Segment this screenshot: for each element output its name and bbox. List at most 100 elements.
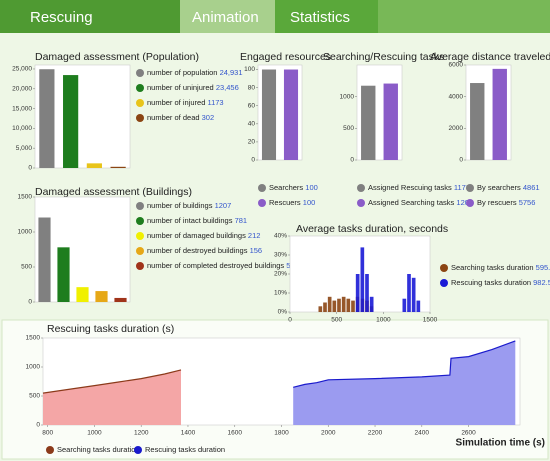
x-tick-label: 1000 [87, 430, 102, 437]
line [42, 369, 182, 394]
x-tick-label: 2000 [321, 430, 336, 437]
legend-text: Assigned Rescuing tasks [368, 183, 452, 192]
y-tick-label: 2000 [449, 125, 464, 132]
legend-text: 1207 [456, 198, 473, 207]
bar [95, 291, 108, 302]
area-fill [293, 340, 516, 425]
tab-rescuing[interactable] [0, 0, 180, 33]
y-tick-label: 1500 [26, 335, 41, 342]
legend-text: number of injured [147, 98, 205, 107]
y-tick-label: 4000 [449, 93, 464, 100]
bar [38, 217, 51, 302]
y-tick-label: 1500 [18, 194, 33, 201]
legend-text: 5756 [519, 198, 536, 207]
y-tick-label: 25,000 [12, 66, 32, 73]
legend-marker [136, 247, 144, 255]
legend-label: number of dead 302 [147, 113, 214, 122]
legend-label: number of buildings 1207 [147, 201, 231, 210]
y-tick-label: 10,000 [12, 125, 32, 132]
tab-bar [378, 0, 550, 33]
chart-title: Damaged assessment (Buildings) [35, 186, 192, 198]
bar [57, 247, 70, 302]
legend-label: number of population 24,931 [147, 68, 243, 77]
bar [361, 85, 376, 160]
histogram-bar [332, 300, 337, 312]
histogram-bar [402, 298, 407, 312]
legend-text: By searchers [477, 183, 521, 192]
legend-marker [136, 114, 144, 122]
legend-text: number of population [147, 68, 217, 77]
legend-label: By searchers 4861 [477, 183, 540, 192]
legend-text: number of dead [147, 113, 200, 122]
area-fill [43, 369, 181, 425]
legend-marker [136, 217, 144, 225]
histogram-bar [407, 274, 411, 312]
legend-label: Searchers 100 [269, 183, 318, 192]
legend-marker [357, 184, 365, 192]
x-tick-label: 0 [288, 317, 292, 324]
legend-label: number of injured 1173 [147, 98, 224, 107]
legend-marker [46, 446, 54, 454]
legend-text: 100 [305, 183, 318, 192]
y-tick-label: 0% [278, 309, 288, 316]
tab-statistics[interactable] [275, 0, 378, 33]
legend-label: Searching tasks duration [57, 445, 140, 454]
x-axis-label: Simulation time (s) [456, 438, 545, 449]
legend-label: Rescuing tasks duration 982.55 [451, 278, 550, 287]
y-tick-label: 0 [28, 165, 32, 172]
legend-marker [134, 446, 142, 454]
legend-text: 100 [303, 198, 316, 207]
legend-label: number of intact buildings 781 [147, 216, 247, 225]
legend-label: number of uninjured 23,456 [147, 83, 239, 92]
bar [114, 297, 127, 302]
legend-text: 982.55 [533, 278, 550, 287]
bar [283, 69, 299, 160]
histogram-bar [318, 306, 323, 312]
y-tick-label: 40% [274, 233, 287, 240]
legend-text: number of buildings [147, 201, 213, 210]
x-tick-label: 1600 [228, 430, 243, 437]
legend-marker [466, 184, 474, 192]
plot-area [34, 196, 131, 303]
legend-text: number of damaged buildings [147, 231, 246, 240]
legend-marker [466, 199, 474, 207]
legend-marker [136, 202, 144, 210]
legend-text: 1173 [207, 98, 223, 107]
tab-label[interactable]: Animation [192, 9, 259, 26]
legend-label: number of completed destroyed buildings … [147, 261, 295, 270]
bar [261, 69, 277, 160]
y-tick-label: 0 [350, 157, 354, 164]
legend-text: Assigned Searching tasks [368, 198, 455, 207]
chart-title: Average distance traveled, m [430, 51, 550, 63]
legend-text: Searching tasks duration [451, 263, 534, 272]
y-tick-label: 0 [36, 422, 40, 429]
legend-marker [136, 262, 144, 270]
chart-title: Searching/Rescuing tasks [323, 51, 444, 63]
legend-text: Rescuers [269, 198, 301, 207]
legend-label: Rescuers 100 [269, 198, 315, 207]
histogram-bar [369, 296, 374, 312]
legend-label: Searching tasks duration 595.31 [451, 263, 550, 272]
y-tick-label: 20,000 [12, 85, 32, 92]
legend-text: Rescuing tasks duration [451, 278, 531, 287]
histogram-bar [365, 274, 369, 312]
bar [110, 166, 126, 168]
legend-text: 302 [202, 113, 215, 122]
x-tick-label: 500 [331, 317, 342, 324]
legend-text: number of uninjured [147, 83, 214, 92]
legend-marker [258, 199, 266, 207]
tab-label[interactable]: Statistics [290, 9, 350, 26]
y-tick-label: 1000 [18, 229, 33, 236]
legend-label: Assigned Rescuing tasks 1173 [368, 183, 470, 192]
bar [76, 287, 89, 302]
y-tick-label: 40 [248, 121, 256, 128]
y-tick-label: 60 [248, 102, 256, 109]
x-tick-label: 1800 [274, 430, 289, 437]
bar [63, 75, 79, 168]
tab-label[interactable]: Rescuing [30, 9, 93, 26]
tab-animation[interactable] [180, 0, 275, 33]
x-tick-label: 800 [42, 430, 53, 437]
legend-text: number of completed destroyed buildings [147, 261, 284, 270]
